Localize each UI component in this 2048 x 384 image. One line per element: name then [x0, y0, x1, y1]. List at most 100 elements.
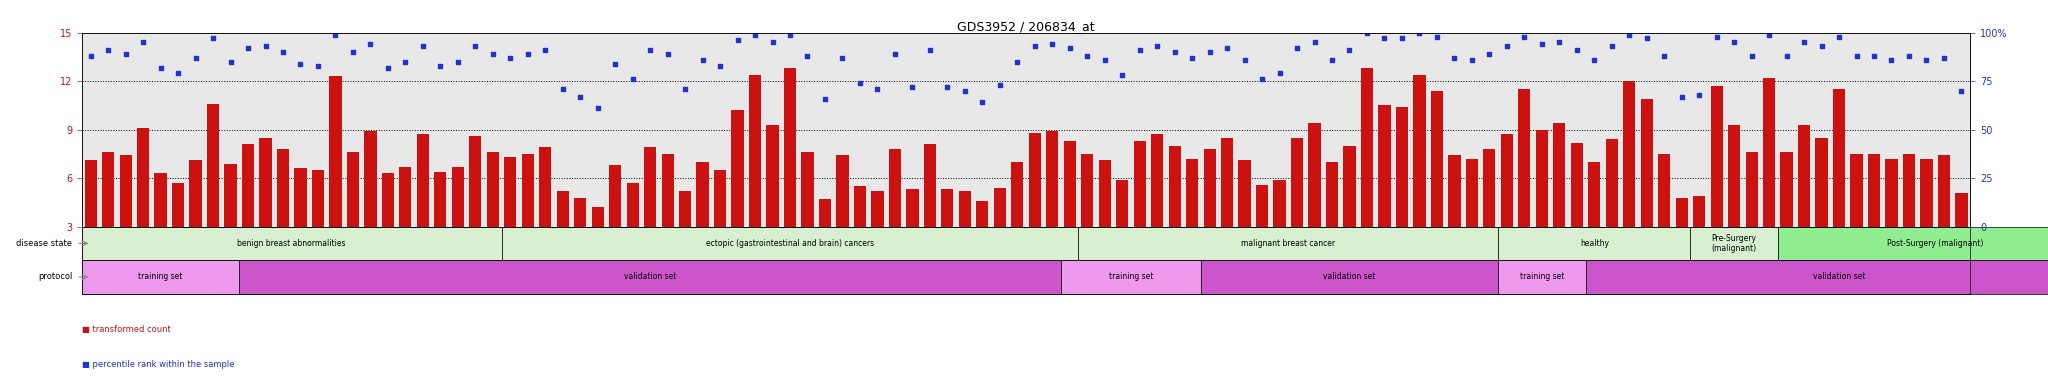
- Bar: [295, 169, 307, 227]
- Point: [442, 59, 475, 65]
- Point: [459, 43, 492, 49]
- Text: training set: training set: [1108, 273, 1153, 281]
- Point: [389, 59, 422, 65]
- Point: [424, 63, 457, 69]
- Point: [512, 51, 545, 57]
- Point: [1577, 57, 1610, 63]
- Point: [285, 61, 317, 67]
- Point: [1665, 94, 1698, 100]
- Point: [1614, 31, 1647, 38]
- Bar: [1675, 197, 1688, 227]
- Bar: [399, 167, 412, 227]
- Point: [563, 94, 596, 100]
- Bar: [1851, 154, 1862, 227]
- Bar: [240, 260, 1061, 294]
- Point: [1507, 33, 1540, 40]
- Point: [354, 41, 387, 47]
- Bar: [154, 173, 166, 227]
- Bar: [82, 227, 502, 260]
- Point: [1595, 43, 1628, 49]
- Point: [1683, 92, 1716, 98]
- Point: [1911, 57, 1944, 63]
- Point: [1264, 70, 1296, 76]
- Point: [143, 65, 176, 71]
- Text: ectopic (gastrointestinal and brain) cancers: ectopic (gastrointestinal and brain) can…: [707, 239, 874, 248]
- Point: [1386, 35, 1419, 41]
- Bar: [784, 68, 797, 227]
- Point: [1649, 53, 1681, 59]
- Bar: [346, 152, 358, 227]
- Point: [1368, 35, 1401, 41]
- Bar: [1047, 131, 1059, 227]
- Point: [250, 43, 283, 49]
- Bar: [225, 164, 238, 227]
- Point: [739, 31, 772, 38]
- Bar: [924, 144, 936, 227]
- Bar: [1098, 161, 1110, 227]
- Title: GDS3952 / 206834_at: GDS3952 / 206834_at: [956, 20, 1096, 33]
- Point: [1946, 88, 1978, 94]
- Bar: [1378, 105, 1391, 227]
- Point: [1858, 53, 1890, 59]
- Bar: [242, 144, 254, 227]
- Text: healthy: healthy: [1579, 239, 1610, 248]
- Point: [616, 76, 649, 82]
- Bar: [1937, 156, 1950, 227]
- Point: [1333, 47, 1366, 53]
- Bar: [539, 147, 551, 227]
- Bar: [1585, 260, 2048, 294]
- Bar: [330, 76, 342, 227]
- Point: [266, 49, 299, 55]
- Point: [477, 51, 510, 57]
- Bar: [504, 157, 516, 227]
- Bar: [311, 170, 324, 227]
- Point: [1280, 45, 1313, 51]
- Text: malignant breast cancer: malignant breast cancer: [1241, 239, 1335, 248]
- Point: [1106, 72, 1139, 78]
- Bar: [993, 188, 1006, 227]
- Point: [1769, 53, 1802, 59]
- Point: [1473, 51, 1505, 57]
- Point: [633, 47, 666, 53]
- Bar: [1694, 196, 1706, 227]
- Point: [215, 59, 248, 65]
- Point: [197, 35, 229, 41]
- Point: [1823, 33, 1855, 40]
- Bar: [137, 128, 150, 227]
- Bar: [1343, 146, 1356, 227]
- Text: benign breast abnormalities: benign breast abnormalities: [238, 239, 346, 248]
- Bar: [1536, 130, 1548, 227]
- Bar: [434, 172, 446, 227]
- Point: [1542, 39, 1575, 45]
- Point: [1735, 53, 1767, 59]
- Point: [1491, 43, 1524, 49]
- Point: [1561, 47, 1593, 53]
- Bar: [1552, 123, 1565, 227]
- Point: [967, 99, 999, 106]
- Point: [913, 47, 946, 53]
- Bar: [1606, 139, 1618, 227]
- Point: [1315, 57, 1348, 63]
- Point: [178, 55, 211, 61]
- Bar: [1571, 142, 1583, 227]
- Bar: [1956, 193, 1968, 227]
- Text: validation set: validation set: [1323, 273, 1376, 281]
- Point: [1804, 43, 1837, 49]
- Point: [897, 84, 930, 90]
- Point: [319, 31, 352, 38]
- Text: training set: training set: [139, 273, 182, 281]
- Point: [1210, 45, 1243, 51]
- Text: Pre-Surgery
(malignant): Pre-Surgery (malignant): [1712, 234, 1757, 253]
- Bar: [557, 191, 569, 227]
- Bar: [1798, 125, 1810, 227]
- Point: [1350, 30, 1382, 36]
- Point: [1001, 59, 1034, 65]
- Text: ■ transformed count: ■ transformed count: [82, 325, 170, 334]
- Point: [547, 86, 580, 92]
- Bar: [1778, 227, 2048, 260]
- Bar: [750, 74, 762, 227]
- Text: ■ percentile rank within the sample: ■ percentile rank within the sample: [82, 360, 233, 369]
- Point: [1892, 53, 1925, 59]
- Point: [791, 53, 823, 59]
- Bar: [487, 152, 500, 227]
